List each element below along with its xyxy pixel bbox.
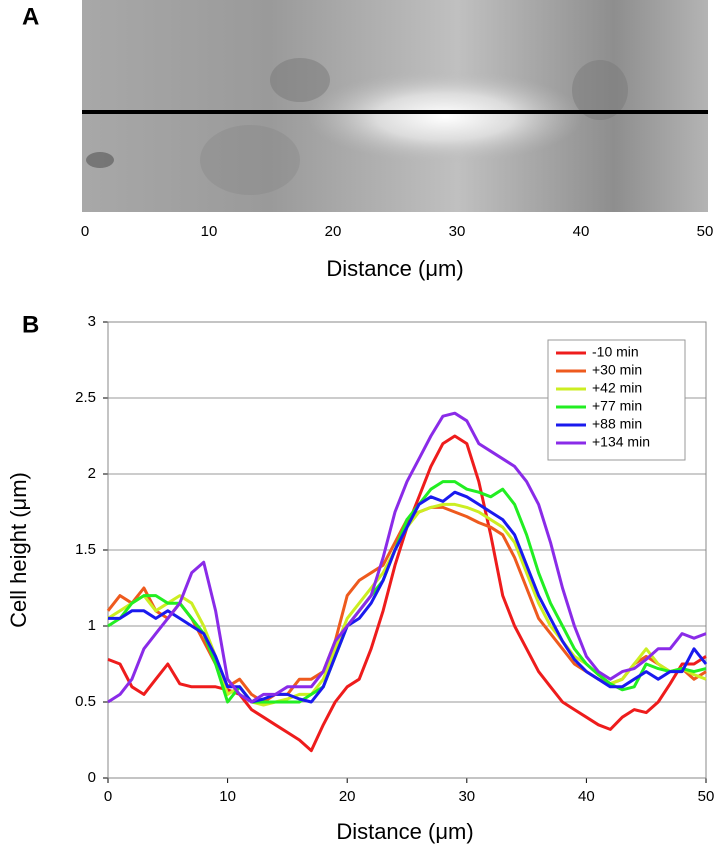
legend-box xyxy=(547,339,686,461)
panel-label: A xyxy=(22,3,39,30)
x-tick-label: 40 xyxy=(578,788,595,805)
data-line xyxy=(108,490,708,704)
x-tick-label: 50 xyxy=(698,788,715,805)
y-tick-label: 2 xyxy=(88,465,96,482)
x-tick-label: 20 xyxy=(339,788,356,805)
x-axis-title: Distance (μm) xyxy=(326,256,463,281)
y-tick-label: 3 xyxy=(88,313,96,330)
x-tick-label: 0 xyxy=(81,223,89,240)
x-axis-title: Distance (μm) xyxy=(336,819,473,844)
legend-label: +134 min xyxy=(592,434,650,450)
y-tick-label: 1.5 xyxy=(75,541,96,558)
x-tick-label: 50 xyxy=(697,223,714,240)
y-axis-title: Cell height (μm) xyxy=(6,472,31,628)
y-tick-label: 0 xyxy=(88,769,96,786)
y-tick-label: 2.5 xyxy=(75,389,96,406)
x-tick-label: 10 xyxy=(201,223,218,240)
legend-label: +77 min xyxy=(592,398,642,414)
x-tick-label: 30 xyxy=(449,223,466,240)
y-tick-label: 0.5 xyxy=(75,693,96,710)
legend-label: -10 min xyxy=(592,344,639,360)
data-line xyxy=(106,505,707,704)
y-tick-label: 1 xyxy=(88,617,96,634)
x-tick-label: 40 xyxy=(573,223,590,240)
plot: 00.511.522.530 10 20 30 40 50-10 min+30 min+4… xyxy=(75,313,714,805)
x-tick-label: 20 xyxy=(325,223,342,240)
panel-label: B xyxy=(22,311,39,338)
legend-label: +42 min xyxy=(592,380,642,396)
x-tick-label: 30 xyxy=(458,788,475,805)
legend-label: +88 min xyxy=(592,416,642,432)
x-tick-label: 10 xyxy=(219,788,236,805)
x-tick-label: 0 xyxy=(104,788,112,805)
image-axis: 0 10 20 30 40 50 xyxy=(81,223,714,240)
legend: -10 min +30 min +42 min +77 min +88 min +134 … xyxy=(547,339,686,461)
data-line xyxy=(107,411,707,704)
plot-frame xyxy=(107,321,707,779)
micrograph-highlight xyxy=(82,0,708,212)
data-line xyxy=(107,480,707,704)
legend-label: +30 min xyxy=(592,362,642,378)
